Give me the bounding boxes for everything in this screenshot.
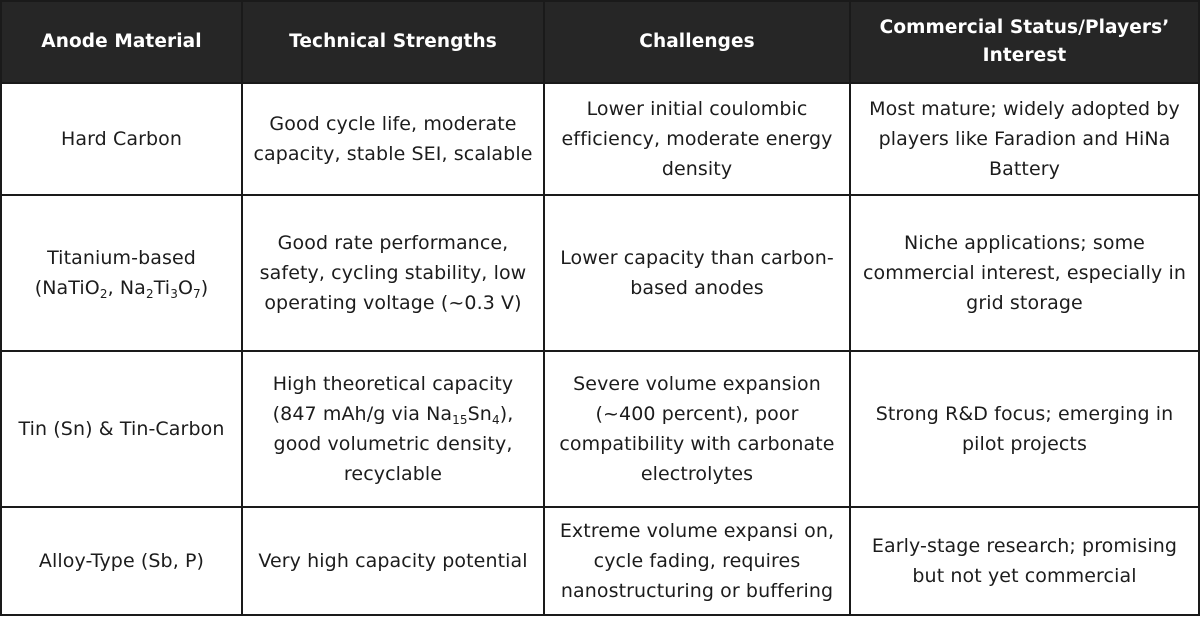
table-row: Titanium-based (NaTiO2, Na2Ti3O7) Good r…	[0, 194, 1200, 352]
header-row: Anode Material Technical Strengths Chall…	[0, 0, 1200, 84]
cell-strengths: High theoretical capacity (847 mAh/g via…	[241, 350, 545, 508]
header-challenges: Challenges	[543, 0, 851, 84]
cell-strengths: Good cycle life, moderate capacity, stab…	[241, 82, 545, 196]
cell-challenges: Severe volume expansion (~400 percent), …	[543, 350, 851, 508]
cell-strengths: Very high capacity potential	[241, 506, 545, 616]
cell-material: Titanium-based (NaTiO2, Na2Ti3O7)	[0, 194, 243, 352]
cell-challenges: Lower capacity than carbon-based anodes	[543, 194, 851, 352]
table-row: Alloy-Type (Sb, P) Very high capacity po…	[0, 506, 1200, 616]
cell-status: Niche applications; some commercial inte…	[849, 194, 1200, 352]
cell-strengths: Good rate performance, safety, cycling s…	[241, 194, 545, 352]
header-technical-strengths: Technical Strengths	[241, 0, 545, 84]
header-commercial-status: Commercial Status/Players’ Interest	[849, 0, 1200, 84]
table-row: Hard Carbon Good cycle life, moderate ca…	[0, 82, 1200, 196]
cell-challenges: Extreme volume expansi on, cycle fading,…	[543, 506, 851, 616]
cell-challenges: Lower initial coulombic efficiency, mode…	[543, 82, 851, 196]
cell-status: Early-stage research; promising but not …	[849, 506, 1200, 616]
cell-status: Strong R&D focus; emerging in pilot proj…	[849, 350, 1200, 508]
material-formula: (NaTiO2, Na2Ti3O7)	[34, 277, 209, 301]
cell-material: Alloy-Type (Sb, P)	[0, 506, 243, 616]
material-name: Titanium-based	[47, 247, 196, 269]
cell-material: Hard Carbon	[0, 82, 243, 196]
cell-status: Most mature; widely adopted by players l…	[849, 82, 1200, 196]
header-anode-material: Anode Material	[0, 0, 243, 84]
cell-material: Tin (Sn) & Tin-Carbon	[0, 350, 243, 508]
table-row: Tin (Sn) & Tin-Carbon High theoretical c…	[0, 350, 1200, 508]
